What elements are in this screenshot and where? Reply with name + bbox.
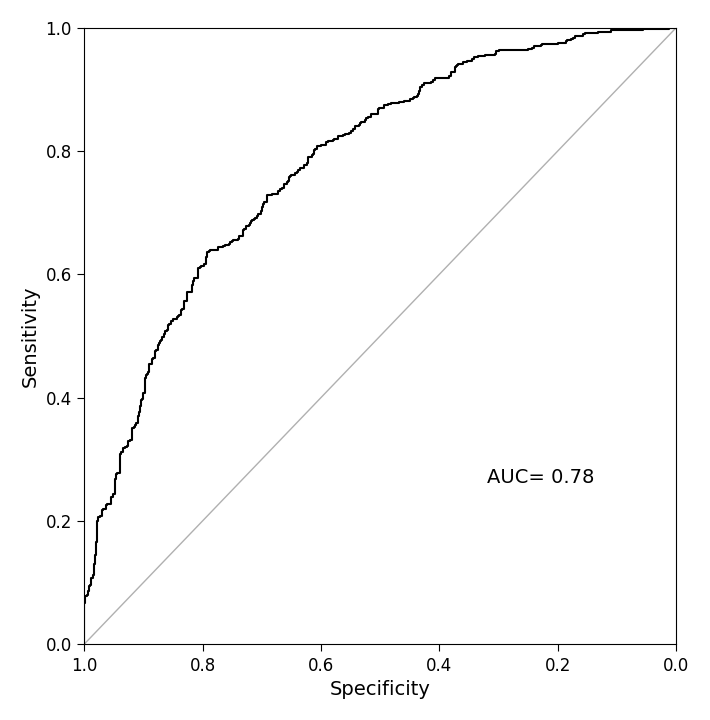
Text: AUC= 0.78: AUC= 0.78: [486, 468, 594, 487]
X-axis label: Specificity: Specificity: [329, 680, 430, 699]
Y-axis label: Sensitivity: Sensitivity: [21, 285, 40, 387]
